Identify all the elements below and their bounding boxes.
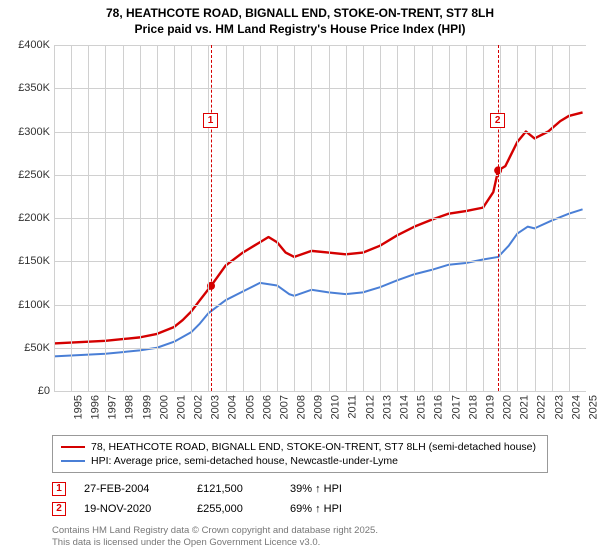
x-axis-label: 2020: [502, 395, 514, 419]
plot-region: 12: [54, 45, 586, 391]
x-axis-label: 2009: [313, 395, 325, 419]
y-axis-label: £100K: [10, 299, 50, 311]
x-axis-label: 2024: [570, 395, 582, 419]
footer: Contains HM Land Registry data © Crown c…: [52, 525, 548, 549]
x-axis-label: 1995: [72, 395, 84, 419]
footer-line-2: This data is licensed under the Open Gov…: [52, 537, 548, 549]
y-axis-label: £50K: [10, 342, 50, 354]
x-axis-label: 2003: [210, 395, 222, 419]
y-axis-label: £300K: [10, 126, 50, 138]
title-line-2: Price paid vs. HM Land Registry's House …: [8, 22, 592, 38]
x-axis-label: 2004: [227, 395, 239, 419]
x-axis-label: 1999: [141, 395, 153, 419]
sale-delta: 39% ↑ HPI: [290, 483, 342, 495]
x-axis-label: 2023: [553, 395, 565, 419]
sale-marker-badge: 2: [490, 113, 505, 128]
x-axis-label: 2017: [450, 395, 462, 419]
legend-swatch-hpi: [61, 460, 85, 462]
legend-row: HPI: Average price, semi-detached house,…: [61, 454, 539, 468]
x-axis-label: 2014: [399, 395, 411, 419]
legend: 78, HEATHCOTE ROAD, BIGNALL END, STOKE-O…: [52, 435, 548, 473]
legend-swatch-price: [61, 446, 85, 448]
title-line-1: 78, HEATHCOTE ROAD, BIGNALL END, STOKE-O…: [8, 6, 592, 22]
legend-label-price: 78, HEATHCOTE ROAD, BIGNALL END, STOKE-O…: [91, 441, 536, 453]
x-axis-label: 1998: [124, 395, 136, 419]
y-axis-label: £150K: [10, 255, 50, 267]
footer-line-1: Contains HM Land Registry data © Crown c…: [52, 525, 548, 537]
x-axis-label: 2012: [364, 395, 376, 419]
sale-delta: 69% ↑ HPI: [290, 503, 342, 515]
chart-area: 12 £0£50K£100K£150K£200K£250K£300K£350K£…: [10, 41, 590, 431]
x-axis-label: 1996: [90, 395, 102, 419]
x-axis-label: 2007: [278, 395, 290, 419]
x-axis-label: 2021: [519, 395, 531, 419]
sale-date: 19-NOV-2020: [84, 503, 179, 515]
x-axis-label: 2025: [587, 395, 599, 419]
legend-row: 78, HEATHCOTE ROAD, BIGNALL END, STOKE-O…: [61, 440, 539, 454]
x-axis-label: 2008: [296, 395, 308, 419]
sale-marker-num: 1: [52, 482, 66, 496]
sale-date: 27-FEB-2004: [84, 483, 179, 495]
sale-row: 2 19-NOV-2020 £255,000 69% ↑ HPI: [52, 499, 548, 519]
y-axis-label: £400K: [10, 39, 50, 51]
sale-row: 1 27-FEB-2004 £121,500 39% ↑ HPI: [52, 479, 548, 499]
y-axis-label: £350K: [10, 82, 50, 94]
x-axis-label: 2015: [416, 395, 428, 419]
y-axis-label: £200K: [10, 212, 50, 224]
x-axis-label: 1997: [107, 395, 119, 419]
x-axis-label: 2001: [175, 395, 187, 419]
x-axis-label: 2006: [261, 395, 273, 419]
x-axis-label: 2018: [467, 395, 479, 419]
x-axis-label: 2002: [193, 395, 205, 419]
x-axis-label: 2005: [244, 395, 256, 419]
x-axis-label: 2013: [381, 395, 393, 419]
x-axis-label: 2022: [536, 395, 548, 419]
x-axis-label: 2016: [433, 395, 445, 419]
chart-container: 78, HEATHCOTE ROAD, BIGNALL END, STOKE-O…: [0, 0, 600, 560]
x-axis-label: 2011: [346, 395, 358, 419]
sale-price: £121,500: [197, 483, 272, 495]
x-axis-label: 2010: [330, 395, 342, 419]
y-axis-label: £0: [10, 385, 50, 397]
sale-price: £255,000: [197, 503, 272, 515]
y-axis-label: £250K: [10, 169, 50, 181]
sale-markers-table: 1 27-FEB-2004 £121,500 39% ↑ HPI 2 19-NO…: [52, 479, 548, 519]
legend-label-hpi: HPI: Average price, semi-detached house,…: [91, 455, 398, 467]
x-axis-label: 2000: [158, 395, 170, 419]
x-axis-label: 2019: [484, 395, 496, 419]
sale-marker-badge: 1: [203, 113, 218, 128]
chart-title: 78, HEATHCOTE ROAD, BIGNALL END, STOKE-O…: [8, 6, 592, 37]
sale-marker-num: 2: [52, 502, 66, 516]
